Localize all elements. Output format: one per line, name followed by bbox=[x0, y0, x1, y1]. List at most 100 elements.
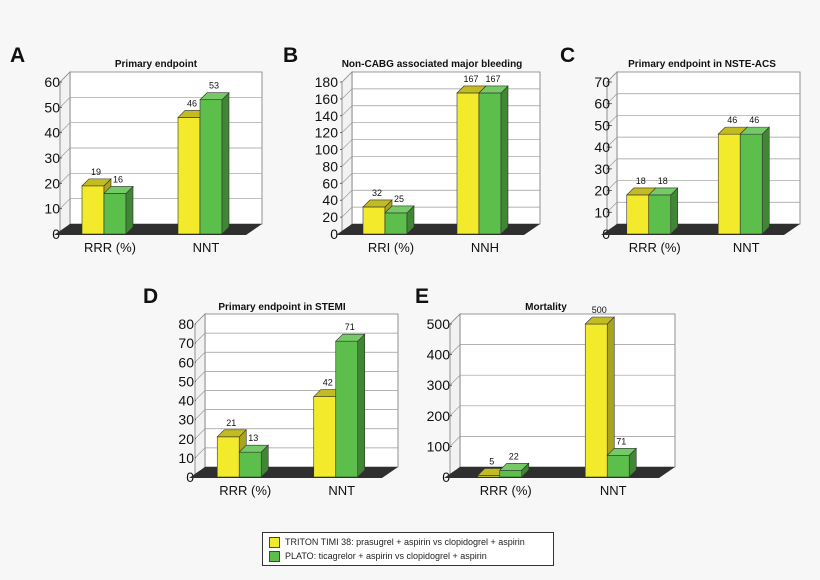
panel-d-tick-label: 80 bbox=[178, 316, 194, 332]
panel-a-tick-label: 30 bbox=[44, 150, 60, 166]
panel-a-tick-label: 60 bbox=[44, 74, 60, 90]
panel-d-data-label: 21 bbox=[226, 418, 236, 428]
panel-c-gridline bbox=[606, 115, 800, 126]
panel-c-tick-label: 60 bbox=[594, 96, 610, 112]
panel-a-bar-triton-top bbox=[81, 178, 112, 187]
panel-a-bar-plato-front bbox=[103, 193, 127, 235]
panel-b-tick-label: 100 bbox=[315, 142, 339, 158]
panel-b-data-label: 167 bbox=[485, 74, 500, 84]
panel-c-bar-triton-front bbox=[626, 194, 650, 235]
panel-d-bar-triton-front bbox=[216, 436, 240, 478]
panel-e-tick-label: 400 bbox=[427, 347, 451, 363]
panel-e-bar-triton-top bbox=[584, 316, 615, 325]
panel-e-bar-plato-front bbox=[499, 469, 523, 478]
panel-c-data-label: 18 bbox=[636, 176, 646, 186]
panel-b-bar-plato-side bbox=[500, 85, 509, 235]
panel-d-gridline bbox=[194, 313, 398, 325]
panel-e-tick-label: 200 bbox=[427, 408, 451, 424]
panel-e-category-label: RRR (%) bbox=[480, 483, 532, 498]
panel-d-data-label: 13 bbox=[248, 433, 258, 443]
legend-item-triton: TRITON TIMI 38: prasugrel + aspirin vs c… bbox=[269, 535, 525, 549]
panel-c-bar-plato-top bbox=[648, 187, 679, 196]
panel-d-bar-plato-front bbox=[238, 451, 262, 478]
panel-a-gridline bbox=[59, 96, 262, 108]
legend-swatch-triton bbox=[269, 536, 280, 548]
panel-e-bar-plato-front bbox=[606, 454, 630, 478]
panel-b-data-label: 32 bbox=[372, 188, 382, 198]
panel-d-bar-plato-top bbox=[335, 333, 366, 342]
panel-b-tick-label: 0 bbox=[330, 226, 338, 242]
panel-a-tick-label: 20 bbox=[44, 175, 60, 191]
panel-d-letter: D bbox=[143, 285, 158, 308]
legend-label-plato: PLATO: ticagrelor + aspirin vs clopidogr… bbox=[285, 551, 487, 561]
panel-a-data-label: 46 bbox=[187, 98, 197, 108]
panel-d-tick-label: 70 bbox=[178, 335, 194, 351]
legend-swatch-plato bbox=[269, 550, 280, 562]
panel-c-category-label: NNT bbox=[733, 240, 760, 255]
panel-a-data-label: 16 bbox=[113, 174, 123, 184]
panel-b-tick-label: 40 bbox=[322, 192, 338, 208]
legend-item-plato: PLATO: ticagrelor + aspirin vs clopidogr… bbox=[269, 549, 487, 563]
panel-b-tick-label: 140 bbox=[315, 108, 339, 124]
panel-d-tick-label: 50 bbox=[178, 373, 194, 389]
panel-e-bar-triton-front bbox=[584, 323, 608, 478]
panel-b-tick-label: 160 bbox=[315, 91, 339, 107]
panel-a-data-label: 19 bbox=[91, 167, 101, 177]
panel-d-bar-triton-top bbox=[216, 429, 247, 438]
panel-c-data-label: 46 bbox=[727, 115, 737, 125]
panel-c-tick-label: 40 bbox=[594, 139, 610, 155]
panel-b-side-wall bbox=[341, 71, 353, 235]
panel-a-category-label: NNT bbox=[193, 240, 220, 255]
panel-d-tick-label: 20 bbox=[178, 431, 194, 447]
panel-b-tick-label: 120 bbox=[315, 125, 339, 141]
panel-c-tick-label: 50 bbox=[594, 117, 610, 133]
panel-e-tick-label: 500 bbox=[427, 316, 451, 332]
panel-a-title: Primary endpoint bbox=[115, 59, 198, 70]
panel-c-title: Primary endpoint in NSTE-ACS bbox=[628, 59, 776, 70]
panel-d-bar-triton-front bbox=[313, 396, 337, 478]
panel-c-letter: C bbox=[560, 44, 575, 67]
panel-c-gridline bbox=[606, 71, 800, 83]
panel-d-category-label: NNT bbox=[328, 483, 355, 498]
panel-e-tick-label: 300 bbox=[427, 377, 451, 393]
panel-a-bar-triton-front bbox=[81, 185, 105, 235]
panel-c-tick-label: 20 bbox=[594, 183, 610, 199]
panel-d-category-label: RRR (%) bbox=[219, 483, 271, 498]
panel-d-bar-plato-front bbox=[335, 340, 359, 478]
panel-d-bar-plato-top bbox=[238, 444, 269, 453]
panel-a-bar-plato-top bbox=[103, 186, 134, 194]
panel-a-letter: A bbox=[10, 44, 25, 67]
panel-c-tick-label: 70 bbox=[594, 74, 610, 90]
panel-e-back-wall bbox=[459, 313, 676, 468]
panel-a-bar-triton-front bbox=[177, 117, 201, 235]
panel-e-category-label: NNT bbox=[600, 483, 627, 498]
panel-b-bar-triton-front bbox=[456, 92, 480, 235]
panel-a-gridline bbox=[59, 71, 262, 83]
panel-b-back-wall bbox=[351, 71, 541, 225]
panel-d-tick-label: 30 bbox=[178, 412, 194, 428]
panel-a-bar-plato-side bbox=[221, 92, 230, 235]
panel-d-gridline bbox=[194, 332, 398, 344]
panel-b-bar-plato-top bbox=[478, 85, 509, 94]
panel-b-data-label: 25 bbox=[394, 194, 404, 204]
panel-a-bar-plato-front bbox=[199, 99, 223, 235]
legend: TRITON TIMI 38: prasugrel + aspirin vs c… bbox=[262, 532, 554, 566]
panel-e-bar-plato-top bbox=[499, 462, 530, 471]
panel-b-data-label: 167 bbox=[463, 74, 478, 84]
panel-b-title: Non-CABG associated major bleeding bbox=[342, 59, 523, 70]
panel-b-tick-label: 60 bbox=[322, 175, 338, 191]
panel-b-category-label: RRI (%) bbox=[368, 240, 414, 255]
panel-d-gridline bbox=[194, 371, 398, 382]
panel-a-tick-label: 40 bbox=[44, 125, 60, 141]
panel-c-gridline bbox=[606, 93, 800, 104]
panel-e-data-label: 71 bbox=[616, 436, 626, 446]
panel-e-title: Mortality bbox=[525, 302, 567, 313]
panel-b-bar-plato-front bbox=[478, 92, 502, 235]
panel-a-tick-label: 50 bbox=[44, 99, 60, 115]
panel-c-bar-plato-side bbox=[761, 126, 770, 235]
panel-c-data-label: 46 bbox=[749, 115, 759, 125]
panel-b-bar-plato-top bbox=[384, 205, 415, 214]
panel-c-bar-plato-front bbox=[648, 194, 672, 235]
legend-label-triton: TRITON TIMI 38: prasugrel + aspirin vs c… bbox=[285, 537, 525, 547]
panel-b-category-label: NNH bbox=[471, 240, 499, 255]
